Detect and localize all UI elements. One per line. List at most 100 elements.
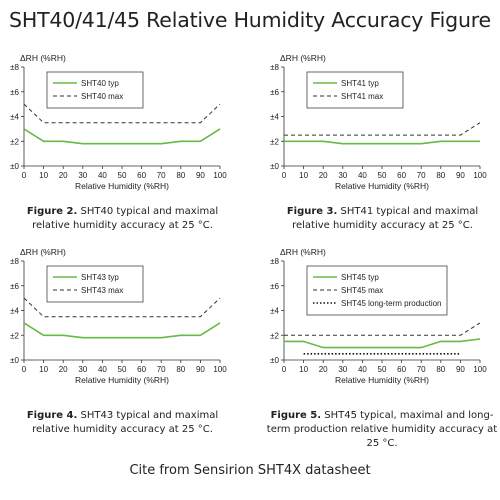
series-line-dashed — [23, 297, 221, 318]
y-tick-label: ±2 — [270, 137, 279, 146]
x-tick-label: 0 — [282, 365, 287, 374]
caption-text: SHT40 typical and maximal relative humid… — [32, 206, 219, 231]
x-tick-label: 60 — [397, 365, 406, 374]
x-tick-label: 50 — [118, 365, 127, 374]
x-tick-label: 60 — [137, 365, 146, 374]
x-tick-label: 10 — [299, 365, 308, 374]
x-tick-label: 70 — [417, 365, 426, 374]
chart-panel-sht43: ΔRH (%RH) ±0 ±2 ±4 ±6 ±8 0 10 20 30 40 50 60 70 80 90 10… — [2, 246, 242, 476]
x-tick-label: 50 — [378, 171, 387, 180]
caption-prefix: Figure 4. — [26, 410, 78, 421]
caption-figure-4: Figure 4. SHT43 typical and maximal rela… — [10, 409, 235, 437]
series-line-solid — [284, 140, 480, 145]
y-tick-label: ±4 — [10, 113, 19, 122]
y-axis-title: ΔRH (%RH) — [280, 247, 326, 257]
x-tick-label: 30 — [338, 365, 347, 374]
x-tick-label: 90 — [196, 365, 205, 374]
caption-text: SHT45 typical, maximal and long-term pro… — [266, 410, 498, 449]
x-tick-label: 70 — [157, 365, 166, 374]
x-tick-label: 20 — [319, 365, 328, 374]
x-tick-label: 100 — [473, 365, 487, 374]
legend-label: SHT45 max — [341, 286, 383, 295]
caption-prefix: Figure 3. — [286, 206, 338, 217]
series-line-dashed — [284, 322, 481, 336]
legend-label: SHT41 typ — [341, 79, 379, 88]
y-tick-label: ±6 — [270, 88, 279, 97]
x-axis-title: Relative Humidity (%RH) — [75, 181, 169, 191]
x-tick-label: 60 — [137, 171, 146, 180]
y-axis-title: ΔRH (%RH) — [20, 53, 66, 63]
legend-box — [46, 71, 144, 109]
y-tick-label: ±6 — [10, 88, 19, 97]
x-tick-label: 90 — [456, 365, 465, 374]
y-axis-title: ΔRH (%RH) — [280, 53, 326, 63]
y-tick-label: ±0 — [10, 356, 19, 365]
x-tick-label: 0 — [22, 171, 27, 180]
y-tick-label: ±2 — [270, 331, 279, 340]
y-axis-title: ΔRH (%RH) — [20, 247, 66, 257]
legend-box — [306, 71, 404, 109]
x-tick-label: 50 — [378, 365, 387, 374]
series-line-solid — [23, 128, 221, 145]
legend-label: SHT45 long-term production — [341, 299, 442, 308]
x-tick-label: 100 — [213, 365, 227, 374]
series-line-solid — [23, 322, 221, 339]
y-tick-label: ±4 — [270, 113, 279, 122]
series-line-solid — [284, 338, 481, 349]
x-tick-label: 10 — [299, 171, 308, 180]
x-axis-title: Relative Humidity (%RH) — [335, 181, 429, 191]
x-tick-label: 50 — [118, 171, 127, 180]
x-tick-label: 90 — [196, 171, 205, 180]
chart-panel-sht45: ΔRH (%RH) ±0 ±2 ±4 ±6 ±8 0 10 20 30 40 50 60 70 80 90 10… — [262, 246, 500, 476]
page-title: SHT40/41/45 Relative Humidity Accuracy F… — [9, 8, 491, 32]
caption-text: SHT41 typical and maximal relative humid… — [292, 206, 479, 231]
chart-sht45: ΔRH (%RH) ±0 ±2 ±4 ±6 ±8 0 10 20 30 40 50 60 70 80 90 10… — [270, 247, 487, 385]
legend-label: SHT41 max — [341, 92, 383, 101]
y-tick-label: ±8 — [270, 63, 279, 72]
legend-box — [46, 265, 144, 303]
x-tick-label: 90 — [456, 171, 465, 180]
chart-sht40: ΔRH (%RH) ±0 ±2 ±4 ±6 ±8 0 10 20 30 40 50 60 70 80 90 10… — [10, 53, 227, 191]
x-tick-label: 30 — [78, 171, 87, 180]
x-tick-label: 40 — [358, 365, 367, 374]
caption-prefix: Figure 2. — [26, 206, 78, 217]
x-tick-label: 20 — [59, 365, 68, 374]
x-tick-label: 70 — [417, 171, 426, 180]
x-axis-title: Relative Humidity (%RH) — [75, 375, 169, 385]
y-tick-label: ±6 — [10, 282, 19, 291]
x-tick-label: 80 — [176, 365, 185, 374]
y-tick-label: ±8 — [10, 63, 19, 72]
chart-sht41: ΔRH (%RH) ±0 ±2 ±4 ±6 ±8 0 10 20 30 40 50 60 70 80 90 10… — [270, 53, 487, 191]
legend-label: SHT43 max — [81, 286, 123, 295]
legend-label: SHT43 typ — [81, 273, 119, 282]
chart-panel-sht40: ΔRH (%RH) ±0 ±2 ±4 ±6 ±8 0 10 20 30 40 50 60 70 80 90 10… — [2, 52, 242, 282]
legend-label: SHT40 typ — [81, 79, 119, 88]
legend-label: SHT40 max — [81, 92, 123, 101]
series-line-dashed — [284, 122, 481, 136]
caption-figure-5: Figure 5. SHT45 typical, maximal and lon… — [264, 409, 500, 451]
x-tick-label: 30 — [338, 171, 347, 180]
caption-text: SHT43 typical and maximal relative humid… — [32, 410, 219, 435]
x-tick-label: 80 — [436, 365, 445, 374]
y-tick-label: ±8 — [10, 257, 19, 266]
y-tick-label: ±6 — [270, 282, 279, 291]
x-tick-label: 20 — [319, 171, 328, 180]
x-tick-label: 30 — [78, 365, 87, 374]
caption-figure-2: Figure 2. SHT40 typical and maximal rela… — [10, 205, 235, 233]
x-tick-label: 20 — [59, 171, 68, 180]
caption-prefix: Figure 5. — [270, 410, 322, 421]
x-tick-label: 40 — [98, 365, 107, 374]
caption-figure-3: Figure 3. SHT41 typical and maximal rela… — [270, 205, 495, 233]
y-tick-label: ±0 — [270, 162, 279, 171]
footer-citation: Cite from Sensirion SHT4X datasheet — [129, 463, 371, 478]
x-tick-label: 70 — [157, 171, 166, 180]
x-tick-label: 80 — [176, 171, 185, 180]
x-tick-label: 60 — [397, 171, 406, 180]
x-tick-label: 100 — [473, 171, 487, 180]
y-tick-label: ±4 — [270, 307, 279, 316]
y-tick-label: ±0 — [10, 162, 19, 171]
chart-sht43: ΔRH (%RH) ±0 ±2 ±4 ±6 ±8 0 10 20 30 40 50 60 70 80 90 10… — [10, 247, 227, 385]
series-line-dashed — [23, 103, 221, 124]
y-tick-label: ±2 — [10, 137, 19, 146]
y-tick-label: ±8 — [270, 257, 279, 266]
